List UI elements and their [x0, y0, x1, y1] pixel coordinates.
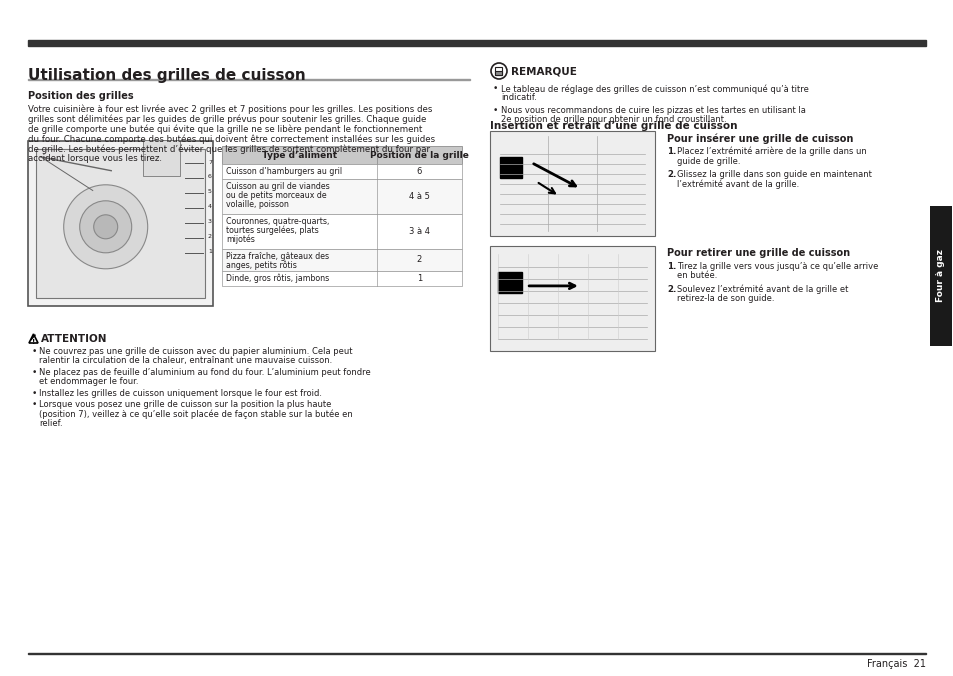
Text: Tirez la grille vers vous jusqu’à ce qu’elle arrive: Tirez la grille vers vous jusqu’à ce qu’…	[677, 262, 878, 271]
Bar	[143, 140, 179, 176]
Text: Pour retirer une grille de cuisson: Pour retirer une grille de cuisson	[666, 248, 849, 258]
Bar	[490, 246, 655, 351]
Text: Pour insérer une grille de cuisson: Pour insérer une grille de cuisson	[666, 133, 853, 143]
Bar	[222, 164, 461, 179]
Text: relief.: relief.	[39, 420, 63, 429]
Text: tourtes surgelées, plats: tourtes surgelées, plats	[226, 226, 318, 235]
Text: accident lorsque vous les tirez.: accident lorsque vous les tirez.	[28, 154, 162, 163]
Text: volaille, poisson: volaille, poisson	[226, 200, 289, 209]
Bar	[28, 141, 213, 306]
Text: retirez-la de son guide.: retirez-la de son guide.	[677, 295, 774, 304]
Text: !: !	[31, 339, 35, 345]
Text: ralentir la circulation de la chaleur, entraînant une mauvaise cuisson.: ralentir la circulation de la chaleur, e…	[39, 356, 332, 366]
Text: 2: 2	[208, 235, 212, 239]
Text: Couronnes, quatre-quarts,: Couronnes, quatre-quarts,	[226, 217, 329, 226]
Bar	[222, 146, 461, 164]
Text: •: •	[493, 106, 497, 115]
Text: mijotés: mijotés	[226, 235, 254, 245]
Text: Cuisson d’hamburgers au gril: Cuisson d’hamburgers au gril	[226, 167, 342, 176]
Text: 4: 4	[208, 205, 212, 210]
Text: 3 à 4: 3 à 4	[409, 227, 430, 236]
Bar	[929, 206, 951, 346]
Bar	[36, 149, 205, 298]
Text: 1.: 1.	[666, 262, 676, 271]
Text: grilles sont délimitées par les guides de grille prévus pour soutenir les grille: grilles sont délimitées par les guides d…	[28, 114, 426, 124]
Text: l’extrémité avant de la grille.: l’extrémité avant de la grille.	[677, 180, 799, 189]
Text: 2.: 2.	[666, 285, 676, 294]
Text: Position des grilles: Position des grilles	[28, 91, 133, 101]
Text: Pizza fraîche, gâteaux des: Pizza fraîche, gâteaux des	[226, 252, 329, 261]
Text: Le tableau de réglage des grilles de cuisson n’est communiqué qu’à titre: Le tableau de réglage des grilles de cui…	[500, 84, 808, 93]
Text: Placez l’extrémité arrière de la grille dans un: Placez l’extrémité arrière de la grille …	[677, 147, 866, 157]
Text: Dinde, gros rôtis, jambons: Dinde, gros rôtis, jambons	[226, 274, 329, 283]
Text: •: •	[32, 400, 37, 410]
Text: Glissez la grille dans son guide en maintenant: Glissez la grille dans son guide en main…	[677, 170, 871, 179]
Text: Nous vous recommandons de cuire les pizzas et les tartes en utilisant la: Nous vous recommandons de cuire les pizz…	[500, 106, 805, 115]
Text: REMARQUE: REMARQUE	[511, 66, 577, 76]
Bar	[222, 249, 461, 271]
Text: •: •	[32, 368, 37, 377]
Text: 1.: 1.	[666, 147, 676, 156]
Text: Four à gaz: Four à gaz	[936, 249, 944, 302]
Text: Soulevez l’extrémité avant de la grille et: Soulevez l’extrémité avant de la grille …	[677, 285, 847, 295]
Circle shape	[93, 215, 117, 239]
Circle shape	[491, 63, 506, 79]
Text: guide de grille.: guide de grille.	[677, 157, 740, 166]
Text: 4 à 5: 4 à 5	[409, 192, 430, 201]
Text: •: •	[32, 389, 37, 398]
Text: Installez les grilles de cuisson uniquement lorsque le four est froid.: Installez les grilles de cuisson uniquem…	[39, 389, 322, 398]
Polygon shape	[499, 158, 521, 178]
Text: 6: 6	[416, 167, 422, 176]
Circle shape	[64, 185, 148, 269]
Text: Lorsque vous posez une grille de cuisson sur la position la plus haute: Lorsque vous posez une grille de cuisson…	[39, 400, 331, 410]
Bar	[28, 79, 470, 80]
Text: 2e position de grille pour obtenir un fond croustillant.: 2e position de grille pour obtenir un fo…	[500, 116, 726, 124]
Text: indicatif.: indicatif.	[500, 93, 537, 103]
Polygon shape	[29, 334, 38, 343]
Text: 2: 2	[416, 256, 421, 264]
Text: Ne placez pas de feuille d’aluminium au fond du four. L’aluminium peut fondre: Ne placez pas de feuille d’aluminium au …	[39, 368, 371, 377]
Text: (position 7), veillez à ce qu’elle soit placée de façon stable sur la butée en: (position 7), veillez à ce qu’elle soit …	[39, 410, 353, 420]
Circle shape	[80, 201, 132, 253]
Text: Votre cuisinière à four est livrée avec 2 grilles et 7 positions pour les grille: Votre cuisinière à four est livrée avec …	[28, 104, 432, 114]
Text: 3: 3	[208, 220, 212, 224]
Text: 7: 7	[208, 160, 212, 164]
Text: de grille. Les butées permettent d’éviter que les grilles de sortent complètemen: de grille. Les butées permettent d’évite…	[28, 144, 430, 153]
Text: ATTENTION: ATTENTION	[41, 334, 108, 344]
Bar	[28, 652, 925, 654]
Text: 1: 1	[208, 249, 212, 254]
Bar	[495, 71, 502, 75]
Text: Ne couvrez pas une grille de cuisson avec du papier aluminium. Cela peut: Ne couvrez pas une grille de cuisson ave…	[39, 347, 352, 356]
Text: de grille comporte une butée qui évite que la grille ne se libère pendant le fon: de grille comporte une butée qui évite q…	[28, 124, 422, 133]
Text: Insertion et retrait d’une grille de cuisson: Insertion et retrait d’une grille de cui…	[490, 121, 737, 131]
Text: 2.: 2.	[666, 170, 676, 179]
Text: et endommager le four.: et endommager le four.	[39, 377, 138, 387]
Bar	[495, 67, 502, 75]
Text: anges, petits rôtis: anges, petits rôtis	[226, 261, 296, 270]
Text: 1: 1	[416, 274, 421, 283]
Bar	[28, 40, 925, 46]
Text: Type d’aliment: Type d’aliment	[262, 151, 336, 160]
Text: 6: 6	[208, 174, 212, 180]
Text: du four. Chacune comporte des butées qui doivent être correctement installées su: du four. Chacune comporte des butées qui…	[28, 134, 435, 143]
Text: Position de la grille: Position de la grille	[370, 151, 469, 160]
Text: Français  21: Français 21	[866, 659, 925, 669]
Bar	[490, 131, 655, 236]
Text: en butée.: en butée.	[677, 272, 717, 281]
Text: 5: 5	[208, 189, 212, 195]
Polygon shape	[497, 272, 521, 293]
Text: ou de petits morceaux de: ou de petits morceaux de	[226, 191, 326, 200]
Bar	[222, 271, 461, 286]
Bar	[222, 179, 461, 214]
Text: •: •	[32, 347, 37, 356]
Text: Utilisation des grilles de cuisson: Utilisation des grilles de cuisson	[28, 68, 305, 83]
Bar	[222, 214, 461, 249]
Text: •: •	[493, 84, 497, 93]
Text: Cuisson au gril de viandes: Cuisson au gril de viandes	[226, 182, 330, 191]
